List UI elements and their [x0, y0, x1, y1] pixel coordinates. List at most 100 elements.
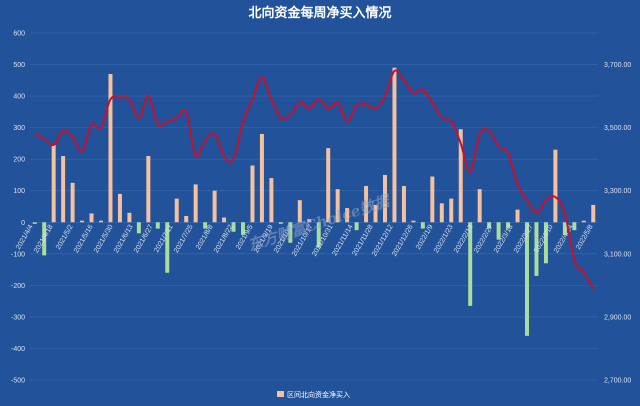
- bar: [117, 193, 122, 223]
- y-right-tick-label: 2,700.00: [604, 378, 631, 385]
- bar: [581, 220, 586, 223]
- bar: [553, 149, 558, 223]
- bar: [562, 222, 567, 235]
- bar: [496, 222, 501, 240]
- bar: [250, 165, 255, 223]
- y-axis-right: 3,700.00 3,500.00 3,300.00 3,100.00 2,900.00…: [604, 62, 631, 384]
- bar: [307, 219, 312, 223]
- bar: [449, 198, 454, 223]
- x-tick-label: 2022/1/9: [415, 224, 435, 251]
- bar: [184, 215, 189, 223]
- bar: [392, 67, 397, 223]
- bar: [136, 222, 141, 234]
- y-left-tick-label: 400: [13, 94, 25, 101]
- bar: [515, 209, 520, 223]
- y-left-tick-label: 300: [13, 125, 25, 132]
- bar: [506, 222, 511, 229]
- bar: [231, 222, 236, 232]
- bar: [212, 190, 217, 223]
- bar: [80, 220, 85, 223]
- bar: [383, 174, 387, 223]
- x-tick-label: 2022/3/13: [493, 224, 515, 255]
- x-tick-label: 2022/5/8: [575, 224, 595, 251]
- legend: 区间北向资金净买入: [277, 390, 350, 399]
- bar: [288, 222, 293, 243]
- bar: [373, 204, 378, 223]
- bar: [70, 182, 75, 223]
- y-right-tick-label: 3,500.00: [604, 125, 631, 132]
- bar: [99, 220, 103, 223]
- x-tick-label: 2021/5/16: [73, 224, 95, 255]
- bar: [477, 189, 482, 223]
- y-left-tick-label: 0: [21, 220, 25, 227]
- x-tick-label: 2021/12/26: [391, 224, 415, 258]
- bar: [326, 148, 331, 223]
- x-tick-label: 2021/7/25: [173, 224, 195, 255]
- legend-label: 区间北向资金净买入: [287, 390, 350, 399]
- bar: [430, 176, 435, 223]
- bar: [42, 222, 47, 256]
- x-tick-label: 2021/8/22: [213, 224, 235, 255]
- y-right-tick-label: 3,700.00: [604, 62, 631, 69]
- bar: [411, 220, 416, 223]
- bar: [439, 203, 444, 223]
- bar: [543, 222, 548, 264]
- x-tick-label: 2022/3/27: [513, 224, 535, 255]
- chart-title: 北向资金每周净买入情况: [248, 5, 391, 21]
- x-tick-label: 2021/6/27: [133, 224, 155, 255]
- bar: [354, 222, 359, 231]
- line-series: [34, 69, 595, 290]
- bar: [458, 129, 463, 223]
- bar: [165, 222, 170, 273]
- legend-swatch: [277, 391, 284, 397]
- bar: [203, 222, 208, 229]
- bar: [155, 222, 160, 229]
- bar: [174, 198, 179, 223]
- y-right-tick-label: 2,900.00: [604, 314, 631, 321]
- bar: [591, 204, 596, 223]
- bar: [108, 74, 113, 223]
- y-left-tick-label: -200: [11, 283, 25, 290]
- grid-lines: [30, 32, 598, 381]
- y-right-tick-label: 3,100.00: [604, 251, 631, 258]
- bar: [420, 222, 425, 229]
- bar: [316, 222, 321, 248]
- bar: [32, 222, 37, 224]
- bar: [61, 156, 66, 223]
- bar: [534, 222, 539, 276]
- y-left-tick-label: 200: [13, 157, 25, 164]
- x-tick-label: 2021/4/4: [15, 224, 35, 251]
- bar: [335, 189, 340, 223]
- bar: [364, 185, 369, 223]
- x-tick-label: 2021/6/13: [113, 224, 135, 255]
- bar: [401, 185, 406, 223]
- bar-series: [32, 67, 596, 336]
- bar: [127, 212, 132, 223]
- x-tick-label: 2022/2/27: [473, 224, 495, 255]
- index-line: [34, 69, 595, 290]
- y-right-tick-label: 3,300.00: [604, 188, 631, 195]
- bar: [51, 144, 56, 223]
- bar: [297, 200, 302, 223]
- bar: [241, 222, 245, 235]
- bar: [487, 222, 492, 229]
- y-left-tick-label: -100: [11, 251, 25, 258]
- bar: [222, 217, 227, 223]
- bar: [269, 178, 274, 223]
- bar: [193, 184, 198, 223]
- x-tick-label: 2021/5/30: [93, 224, 115, 255]
- y-left-tick-label: -500: [11, 378, 25, 385]
- y-left-tick-label: -400: [11, 346, 25, 353]
- y-left-tick-label: 600: [13, 31, 25, 38]
- bar: [468, 222, 473, 306]
- bar: [89, 213, 94, 223]
- bar: [146, 156, 151, 223]
- y-left-tick-label: 100: [13, 188, 25, 195]
- bar: [525, 222, 529, 336]
- bar: [572, 222, 577, 231]
- x-tick-label: 2021/5/2: [55, 224, 75, 251]
- y-left-tick-label: 500: [13, 62, 25, 69]
- bar: [259, 133, 264, 223]
